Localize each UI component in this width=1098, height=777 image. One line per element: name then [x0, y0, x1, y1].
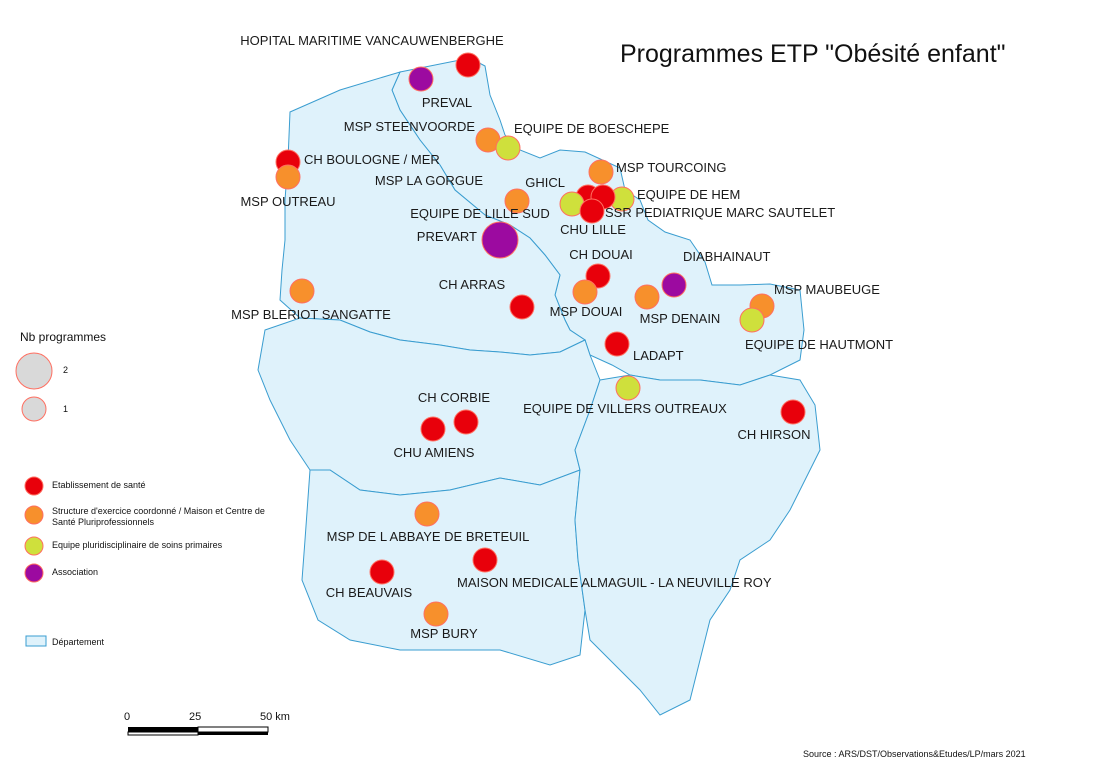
site-marker [588, 159, 614, 185]
site-label: MSP DENAIN [640, 311, 721, 326]
site-marker [604, 331, 630, 357]
scale-segment-3 [127, 731, 199, 736]
site-label: EQUIPE DE VILLERS OUTREAUX [523, 401, 727, 416]
legend-cat-etab: Etablissement de santé [52, 480, 146, 490]
site-marker [739, 307, 765, 333]
legend-department-label: Département [52, 637, 105, 647]
site-marker [420, 416, 446, 442]
site-label: MAISON MEDICALE ALMAGUIL - LA NEUVILLE R… [457, 575, 772, 590]
site-marker [414, 501, 440, 527]
site-marker [423, 601, 449, 627]
scale-tick-0: 0 [124, 711, 131, 723]
site-marker [408, 66, 434, 92]
site-label: CH BEAUVAIS [326, 585, 413, 600]
legend-cat-circle-msp [24, 505, 44, 525]
site-label: PREVAL [422, 95, 472, 110]
site-label: MSP TOURCOING [616, 160, 727, 175]
site-marker [472, 547, 498, 573]
site-marker [780, 399, 806, 425]
site-markers [275, 52, 806, 627]
site-marker [509, 294, 535, 320]
site-label: CH BOULOGNE / MER [304, 152, 440, 167]
site-marker [572, 279, 598, 305]
scale-segment-4 [198, 732, 268, 735]
site-label: MSP LA GORGUE [375, 173, 483, 188]
site-marker [504, 188, 530, 214]
site-label: SSR PEDIATRIQUE MARC SAUTELET [605, 205, 835, 220]
legend-cat-msp: Structure d'exercice coordonné / Maison … [52, 506, 265, 527]
department-aisne [574, 374, 821, 716]
legend-cat-equipe: Equipe pluridisciplinaire de soins prima… [52, 540, 223, 550]
site-marker [661, 272, 687, 298]
site-label: MSP DE L ABBAYE DE BRETEUIL [327, 529, 530, 544]
site-marker [615, 375, 641, 401]
legend-size-title: Nb programmes [20, 330, 107, 344]
scale-tick-50: 50 km [260, 711, 290, 723]
site-marker [289, 278, 315, 304]
legend-cat-circle-etab [24, 476, 44, 496]
scale-segment-1 [128, 727, 198, 732]
legend-cat-circle-equipe [24, 536, 44, 556]
legend-department-swatch [25, 635, 47, 647]
legend-symbols [15, 352, 53, 647]
departments-layer [257, 57, 821, 716]
legend-size-circle-2 [15, 352, 53, 390]
site-marker [453, 409, 479, 435]
legend-cat-asso: Association [52, 567, 99, 577]
scale-bar [127, 726, 269, 736]
legend-size-circle-1 [21, 396, 47, 422]
scale-tick-25: 25 [189, 711, 202, 723]
site-labels: HOPITAL MARITIME VANCAUWENBERGHE PREVAL MS… [231, 33, 893, 641]
legend-cat-circle-asso [24, 563, 44, 583]
site-label: CH CORBIE [418, 390, 491, 405]
site-label: MSP BURY [410, 626, 478, 641]
site-label: GHICL [525, 175, 565, 190]
site-marker [495, 135, 521, 161]
site-marker [369, 559, 395, 585]
site-label: CHU LILLE [560, 222, 626, 237]
site-label: PREVART [417, 229, 477, 244]
site-marker [579, 198, 605, 224]
site-label: MSP OUTREAU [240, 194, 335, 209]
site-label: CH HIRSON [738, 427, 811, 442]
map-title: Programmes ETP "Obésité enfant" [620, 40, 1006, 68]
department-pas-de-calais [279, 71, 587, 356]
sites-layer: HOPITAL MARITIME VANCAUWENBERGHE PREVAL MS… [231, 33, 893, 641]
site-label: MSP STEENVOORDE [344, 119, 476, 134]
site-marker [634, 284, 660, 310]
site-label: CH DOUAI [569, 247, 633, 262]
site-label: DIABHAINAUT [683, 249, 770, 264]
legend-size-label-2: 2 [63, 365, 69, 375]
site-label: EQUIPE DE BOESCHEPE [514, 121, 670, 136]
site-marker [481, 221, 519, 259]
site-label: LADAPT [633, 348, 684, 363]
site-marker [455, 52, 481, 78]
site-label: MSP DOUAI [550, 304, 623, 319]
site-label: EQUIPE DE LILLE SUD [410, 206, 549, 221]
source-note: Source : ARS/DST/Observations&Etudes/LP/… [803, 749, 1026, 759]
site-marker [275, 164, 301, 190]
legend-size-label-1: 1 [63, 404, 69, 414]
site-label: CH ARRAS [439, 277, 506, 292]
site-label: CHU AMIENS [394, 445, 475, 460]
site-label: MSP BLERIOT SANGATTE [231, 307, 391, 322]
site-label: EQUIPE DE HAUTMONT [745, 337, 893, 352]
scale-segment-2 [197, 726, 269, 733]
site-label: HOPITAL MARITIME VANCAUWENBERGHE [240, 33, 504, 48]
site-label: EQUIPE DE HEM [637, 187, 740, 202]
site-label: MSP MAUBEUGE [774, 282, 880, 297]
